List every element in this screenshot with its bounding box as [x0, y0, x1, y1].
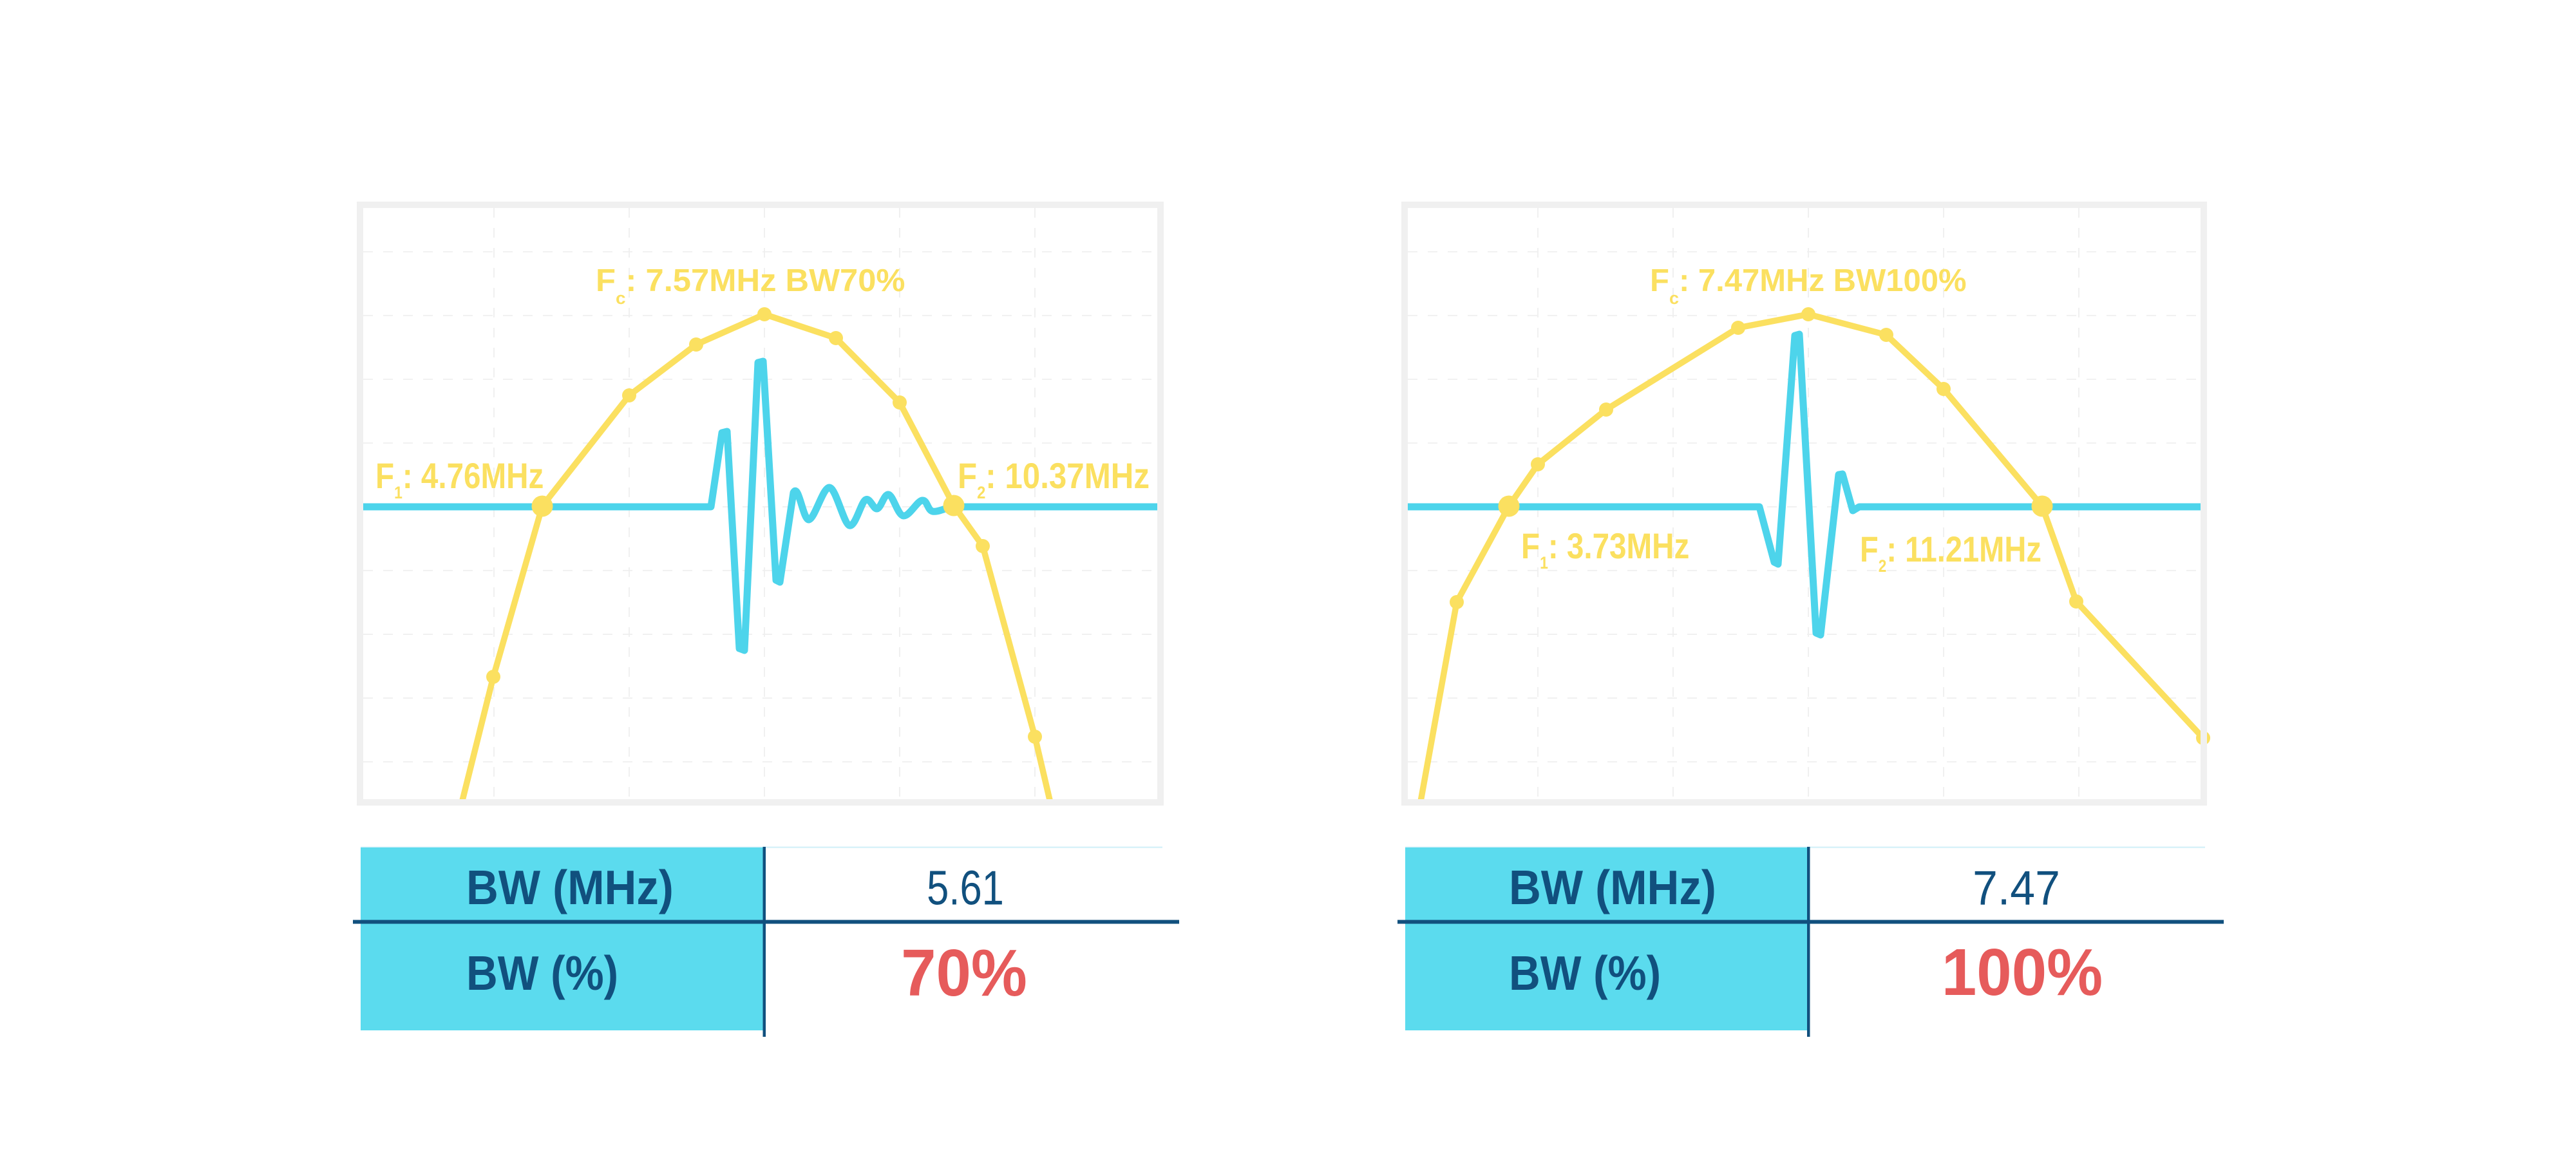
- svg-text:BW (MHz): BW (MHz): [466, 861, 674, 914]
- svg-text:Fc: 7.47MHz BW100%: Fc: 7.47MHz BW100%: [1650, 263, 1967, 308]
- svg-text:7.47: 7.47: [1973, 861, 2060, 915]
- svg-text:F1: 4.76MHz: F1: 4.76MHz: [375, 456, 544, 502]
- svg-text:F2: 11.21MHz: F2: 11.21MHz: [1860, 529, 2041, 576]
- svg-text:Fc: 7.57MHz BW70%: Fc: 7.57MHz BW70%: [596, 263, 905, 308]
- svg-text:F2: 10.37MHz: F2: 10.37MHz: [958, 456, 1150, 502]
- svg-text:BW (MHz): BW (MHz): [1509, 861, 1716, 914]
- svg-text:BW (%): BW (%): [466, 947, 618, 1001]
- svg-text:70%: 70%: [901, 936, 1027, 1010]
- svg-text:F1: 3.73MHz: F1: 3.73MHz: [1521, 526, 1689, 572]
- svg-text:BW (%): BW (%): [1509, 947, 1661, 1001]
- svg-text:5.61: 5.61: [927, 861, 1004, 915]
- svg-text:100%: 100%: [1942, 936, 2103, 1010]
